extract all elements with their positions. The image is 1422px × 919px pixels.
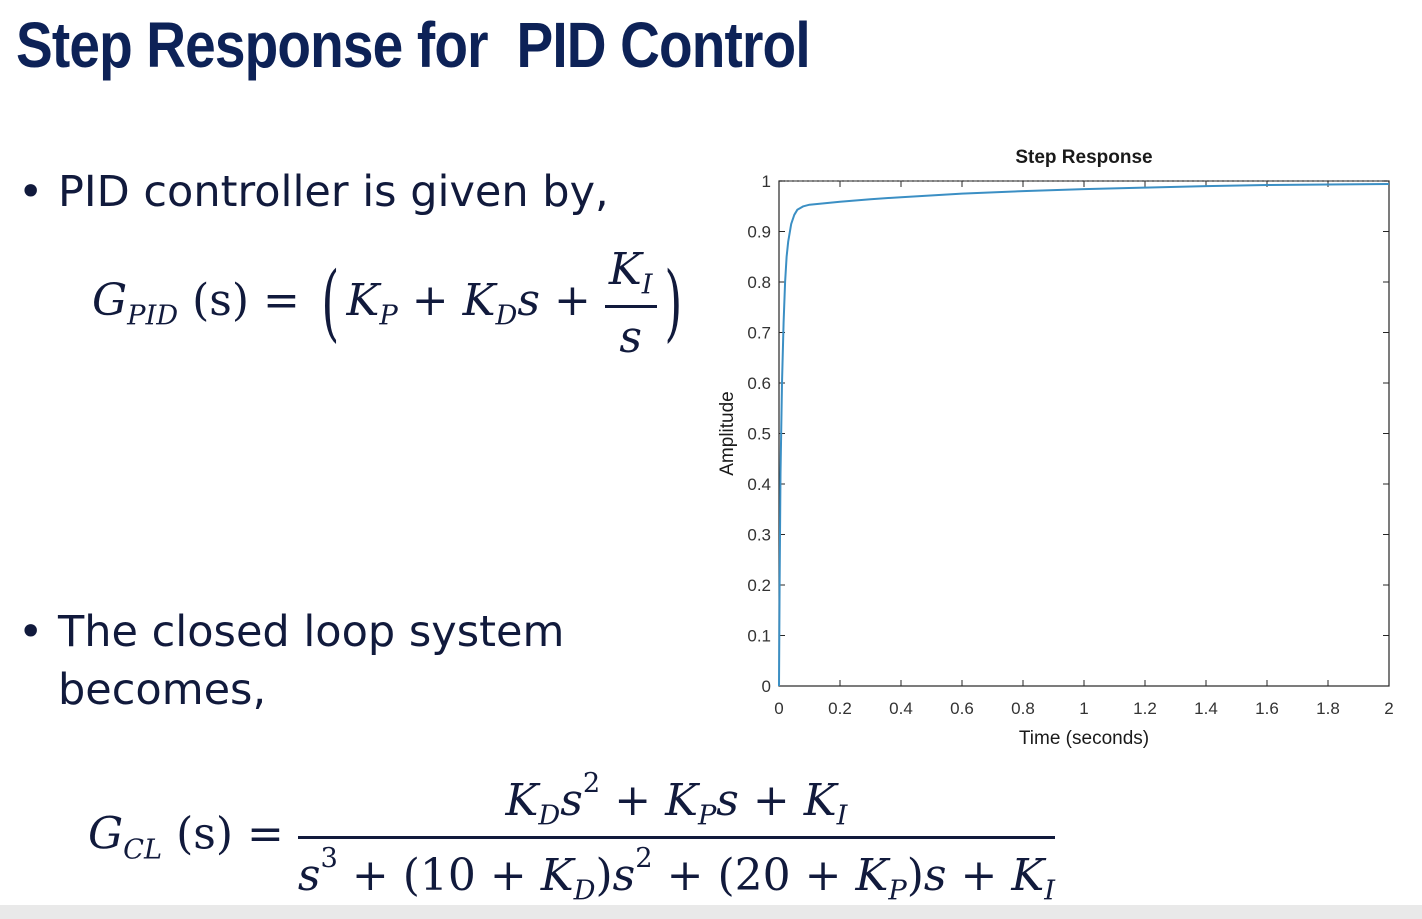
eq-symbol: G xyxy=(92,274,128,326)
eq-close-paren: ) xyxy=(906,849,924,901)
eq-ki: K xyxy=(1011,849,1045,901)
eq-fraction: KI s xyxy=(604,244,657,363)
eq-argument: (s) = xyxy=(192,274,300,326)
x-tick-label: 0.6 xyxy=(950,699,974,718)
close-paren: ) xyxy=(663,253,682,352)
eq-ki-sub: I xyxy=(1044,875,1056,907)
y-tick-label: 0.9 xyxy=(747,223,771,242)
y-tick-label: 0.1 xyxy=(747,627,771,646)
fraction-denominator: s3 + (10 + KD)s2 + (20 + KP)s + KI xyxy=(298,839,1055,907)
eq-plus: + xyxy=(752,775,790,827)
fraction-numerator: KI xyxy=(604,244,657,308)
eq-exponent: 2 xyxy=(582,768,601,799)
y-tick-label: 0.2 xyxy=(747,576,771,595)
x-tick-label: 1.2 xyxy=(1133,699,1157,718)
x-tick-label: 0.2 xyxy=(828,699,852,718)
x-axis-label: Time (seconds) xyxy=(1019,728,1149,749)
eq-s: s xyxy=(716,775,739,827)
x-tick-label: 1.6 xyxy=(1255,699,1279,718)
bottom-strip xyxy=(0,905,1422,919)
eq-subscript: CL xyxy=(123,834,163,866)
x-tick-label: 1.4 xyxy=(1194,699,1218,718)
eq-fraction: KDs2 + KPs + KI s3 + (10 + KD)s2 + (20 +… xyxy=(297,768,1056,907)
eq-subscript: PID xyxy=(127,300,179,332)
pid-equation: GPID (s) = (KP + KDs + KI s) xyxy=(92,244,689,363)
eq-kd: K xyxy=(505,775,539,827)
slide-title: Step Response for PID Control xyxy=(16,9,811,81)
eq-argument: (s) = xyxy=(176,808,284,860)
eq-exponent: 2 xyxy=(635,842,653,874)
y-tick-label: 0.4 xyxy=(747,475,771,494)
eq-ki: K xyxy=(803,775,837,827)
y-tick-label: 0.6 xyxy=(747,374,771,393)
plot-area xyxy=(778,180,1390,687)
eq-kd-sub: D xyxy=(495,300,518,332)
bullet-dot: • xyxy=(18,607,44,657)
eq-kd-var: s xyxy=(517,274,540,326)
eq-plus: + xyxy=(411,274,449,326)
eq-ki: K xyxy=(608,244,642,295)
step-response-line xyxy=(778,183,1390,687)
eq-kd-sub: D xyxy=(538,800,561,832)
eq-close-paren: ) xyxy=(595,849,613,901)
x-tick-label: 2 xyxy=(1384,699,1393,718)
eq-kp-sub: P xyxy=(888,875,907,907)
eq-kp-sub: P xyxy=(379,300,398,332)
bullet-text: PID controller is given by, xyxy=(58,167,609,217)
eq-kd: K xyxy=(540,849,574,901)
fraction-numerator: KDs2 + KPs + KI xyxy=(297,768,1056,839)
eq-term: (20 + xyxy=(717,849,842,901)
eq-kp: K xyxy=(346,274,380,326)
x-tick-label: 1.8 xyxy=(1316,699,1340,718)
eq-s: s xyxy=(560,775,583,827)
chart-title: Step Response xyxy=(1015,147,1152,168)
eq-kd: K xyxy=(462,274,496,326)
bullet-text: The closed loop system xyxy=(58,607,565,657)
bullet-text-line2: becomes, xyxy=(58,665,267,715)
y-tick-label: 1 xyxy=(762,172,771,191)
eq-plus: + xyxy=(553,274,591,326)
eq-plus: + xyxy=(960,849,998,901)
fraction-denominator: s xyxy=(605,308,657,363)
x-tick-label: 0.4 xyxy=(889,699,913,718)
x-tick-label: 1 xyxy=(1079,699,1088,718)
x-tick-label: 0 xyxy=(774,699,783,718)
y-tick-label: 0.7 xyxy=(747,324,771,343)
eq-exponent: 3 xyxy=(320,842,338,874)
y-tick-label: 0.5 xyxy=(747,425,771,444)
eq-kp: K xyxy=(665,775,698,827)
eq-plus: + xyxy=(351,849,389,901)
y-tick-label: 0 xyxy=(762,677,771,696)
eq-kp: K xyxy=(855,849,889,901)
eq-plus: + xyxy=(666,849,704,901)
eq-ki-sub: I xyxy=(641,269,653,301)
cl-equation: GCL (s) = KDs2 + KPs + KI s3 + (10 + KD)… xyxy=(88,768,1056,907)
eq-plus: + xyxy=(614,775,652,827)
eq-s: s xyxy=(612,849,636,901)
bullet-dot: • xyxy=(18,167,44,217)
y-axis-label: Amplitude xyxy=(717,391,738,476)
open-paren: ( xyxy=(321,253,340,352)
eq-den: s xyxy=(619,311,642,363)
eq-symbol: G xyxy=(88,808,124,860)
x-tick-label: 0.8 xyxy=(1011,699,1035,718)
y-tick-label: 0.8 xyxy=(747,273,771,292)
eq-s: s xyxy=(923,849,947,901)
eq-kp-sub: P xyxy=(697,800,717,832)
eq-ki-sub: I xyxy=(836,800,848,832)
eq-term: (10 + xyxy=(402,849,527,901)
eq-s: s xyxy=(297,849,321,901)
eq-kd-sub: D xyxy=(573,875,596,907)
step-response-chart: 0 0.2 0.4 0.6 0.8 1 1.2 1.4 1.6 1.8 2 0 0.1 0.2 0.3 0.4… xyxy=(717,147,1394,749)
y-tick-label: 0.3 xyxy=(747,526,771,545)
